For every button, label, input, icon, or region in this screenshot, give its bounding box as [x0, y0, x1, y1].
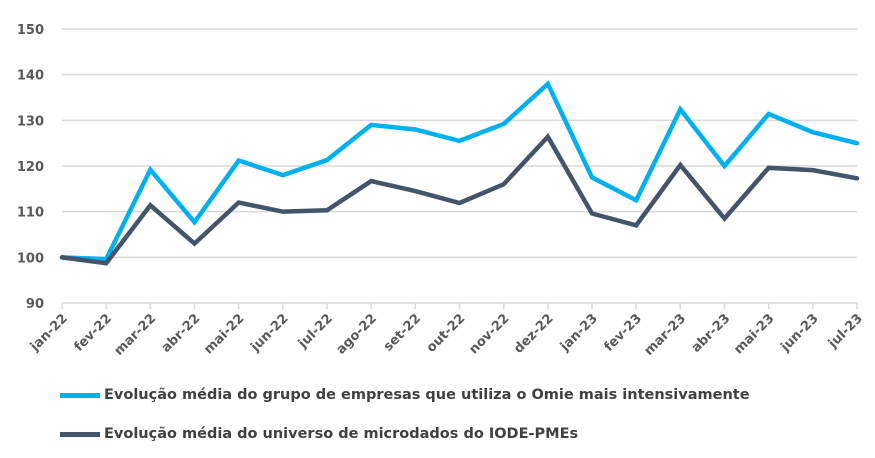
x-tick-label: nov-22	[466, 311, 512, 357]
x-tick-label: jan-23	[557, 311, 601, 355]
x-tick-label: mai-22	[201, 311, 247, 357]
x-tick-label: jun-23	[778, 311, 822, 355]
legend-item-omie: Evolução média do grupo de empresas que …	[60, 387, 750, 403]
x-tick-label: jun-22	[248, 311, 292, 355]
x-tick-label: mai-23	[731, 311, 777, 357]
series-line-0	[59, 80, 860, 262]
x-tick-label: jul-22	[295, 311, 336, 352]
y-tick-label: 120	[17, 160, 44, 175]
legend-label-omie: Evolução média do grupo de empresas que …	[104, 387, 750, 403]
y-tick-label: 90	[26, 297, 44, 312]
y-tick-label: 140	[17, 69, 44, 84]
x-tick-label: mar-22	[112, 311, 160, 359]
y-tick-label: 100	[17, 251, 44, 266]
y-tick-label: 130	[17, 114, 44, 129]
x-tick-label: abr-22	[159, 311, 204, 356]
legend-label-iode: Evolução média do universo de microdados…	[104, 426, 579, 442]
x-tick-label: fev-22	[72, 311, 115, 354]
x-tick-label: ago-22	[334, 311, 380, 357]
x-tick-label: out-22	[424, 311, 468, 355]
legend-swatch-iode	[60, 431, 100, 437]
x-tick-label: dez-22	[511, 311, 556, 356]
y-tick-label: 150	[17, 23, 44, 38]
x-tick-label: abr-23	[689, 311, 734, 356]
x-tick-label: mar-23	[642, 311, 690, 359]
series-line-1	[59, 133, 860, 266]
x-tick-label: jul-23	[825, 311, 866, 352]
legend-item-iode: Evolução média do universo de microdados…	[60, 426, 578, 442]
x-tick-label: fev-23	[602, 311, 645, 354]
legend-swatch-omie	[60, 392, 100, 398]
x-tick-label: jan-22	[27, 311, 71, 355]
x-tick-label: set-22	[381, 311, 424, 354]
y-tick-label: 110	[17, 206, 44, 221]
